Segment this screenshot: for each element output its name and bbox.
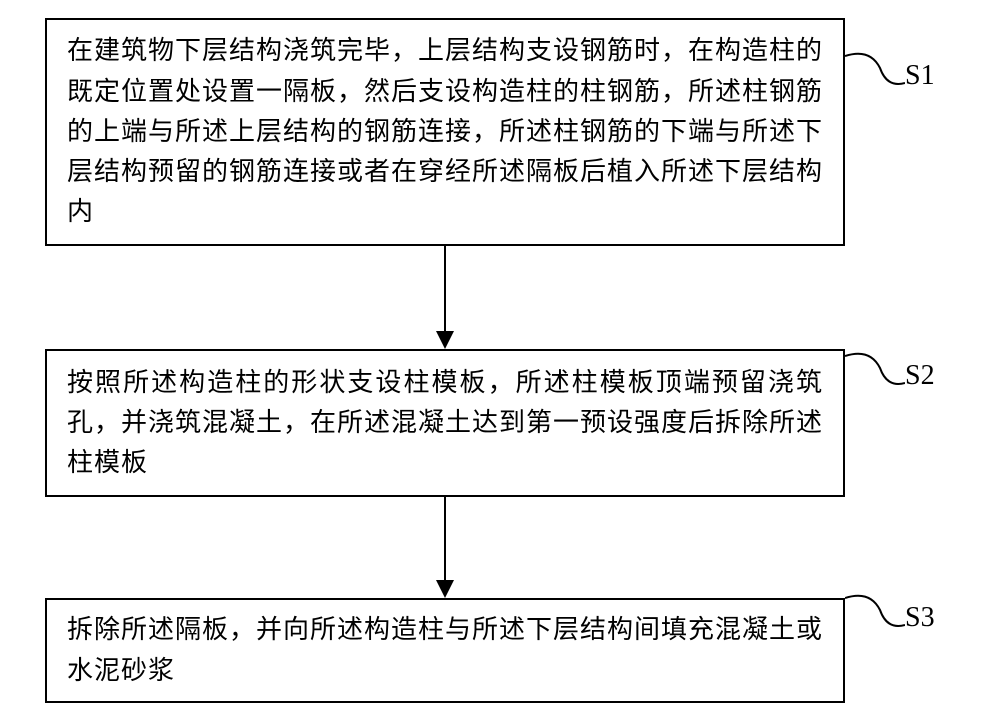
brace-s1 (845, 48, 905, 98)
arrow-head-2 (436, 580, 454, 598)
step-box-s2: 按照所述构造柱的形状支设柱模板，所述柱模板顶端预留浇筑孔，并浇筑混凝土，在所述混… (45, 349, 845, 497)
flowchart-canvas: 在建筑物下层结构浇筑完毕，上层结构支设钢筋时，在构造柱的既定位置处设置一隔板，然… (0, 0, 1000, 713)
brace-s2 (845, 348, 905, 398)
arrow-line-1 (444, 246, 446, 331)
step-text-s1: 在建筑物下层结构浇筑完毕，上层结构支设钢筋时，在构造柱的既定位置处设置一隔板，然… (67, 31, 823, 232)
step-label-s2: S2 (905, 360, 935, 392)
step-box-s1: 在建筑物下层结构浇筑完毕，上层结构支设钢筋时，在构造柱的既定位置处设置一隔板，然… (45, 18, 845, 246)
step-text-s2: 按照所述构造柱的形状支设柱模板，所述柱模板顶端预留浇筑孔，并浇筑混凝土，在所述混… (67, 363, 823, 484)
arrow-head-1 (436, 331, 454, 349)
arrow-line-2 (444, 497, 446, 580)
step-label-s3: S3 (905, 602, 935, 634)
step-text-s3: 拆除所述隔板，并向所述构造柱与所述下层结构间填充混凝土或水泥砂浆 (67, 610, 823, 691)
brace-s3 (845, 590, 905, 640)
step-label-s1: S1 (905, 60, 935, 92)
step-box-s3: 拆除所述隔板，并向所述构造柱与所述下层结构间填充混凝土或水泥砂浆 (45, 598, 845, 703)
